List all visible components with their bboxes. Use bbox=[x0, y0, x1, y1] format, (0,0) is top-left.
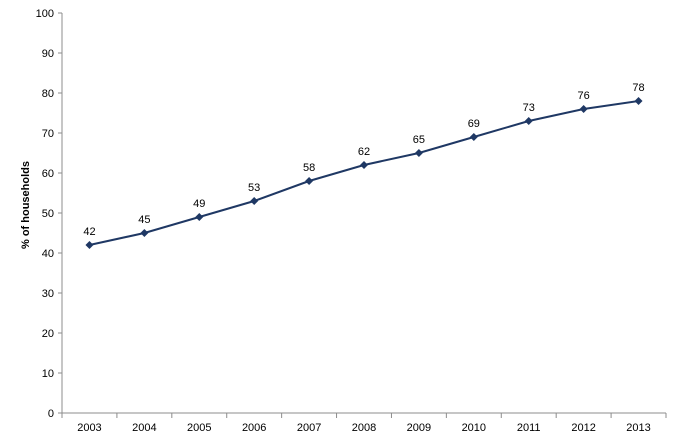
x-tick-label: 2013 bbox=[626, 422, 650, 434]
y-tick-label: 30 bbox=[42, 288, 54, 300]
x-tick-label: 2005 bbox=[187, 422, 211, 434]
x-tick-label: 2012 bbox=[571, 422, 595, 434]
series-line bbox=[89, 100, 639, 246]
data-point-marker bbox=[360, 161, 368, 169]
y-tick-label: 0 bbox=[48, 408, 54, 420]
data-label: 78 bbox=[632, 82, 644, 94]
data-point-marker bbox=[140, 229, 149, 237]
data-point-marker bbox=[579, 105, 588, 113]
data-label: 58 bbox=[303, 162, 315, 174]
data-point-marker bbox=[85, 241, 94, 249]
y-axis: 0 10 20 30 40 50 60 70 80 90 100 bbox=[36, 8, 63, 420]
data-point-marker bbox=[305, 177, 314, 185]
y-tick-label: 10 bbox=[42, 368, 54, 380]
data-label: 42 bbox=[83, 226, 95, 238]
data-point-marker bbox=[414, 149, 423, 157]
data-label: 73 bbox=[523, 102, 535, 114]
y-tick-label: 90 bbox=[42, 48, 54, 60]
y-tick-label: 50 bbox=[42, 208, 54, 220]
y-tick-label: 20 bbox=[42, 328, 54, 340]
x-tick-label: 2004 bbox=[132, 422, 156, 434]
y-tick-label: 70 bbox=[42, 128, 54, 140]
data-point-marker bbox=[524, 117, 533, 125]
data-point-marker bbox=[250, 197, 259, 205]
data-label: 53 bbox=[248, 182, 260, 194]
x-tick-label: 2010 bbox=[462, 422, 486, 434]
data-label: 65 bbox=[413, 134, 425, 146]
y-tick-label: 100 bbox=[36, 8, 54, 20]
data-point-marker bbox=[634, 97, 643, 105]
data-label: 76 bbox=[578, 90, 590, 102]
data-label: 62 bbox=[358, 146, 370, 158]
data-label: 69 bbox=[468, 118, 480, 130]
series-layer: 42 45 49 53 58 62 65 69 73 76 78 bbox=[83, 82, 645, 249]
x-tick-label: 2006 bbox=[242, 422, 266, 434]
y-tick-label: 80 bbox=[42, 88, 54, 100]
y-tick-label: 40 bbox=[42, 248, 54, 260]
y-axis-title: % of households bbox=[20, 161, 32, 249]
data-label: 49 bbox=[193, 198, 205, 210]
data-label: 45 bbox=[138, 214, 150, 226]
x-tick-label: 2003 bbox=[77, 422, 101, 434]
x-tick-label: 2008 bbox=[352, 422, 376, 434]
data-point-marker bbox=[195, 213, 204, 221]
x-tick-label: 2007 bbox=[297, 422, 321, 434]
x-axis: 2003 2004 2005 2006 2007 2008 2009 2010 2011 2012… bbox=[61, 412, 667, 434]
data-point-marker bbox=[469, 133, 478, 141]
x-tick-label: 2009 bbox=[407, 422, 431, 434]
y-tick-label: 60 bbox=[42, 168, 54, 180]
x-tick-label: 2011 bbox=[517, 422, 541, 434]
